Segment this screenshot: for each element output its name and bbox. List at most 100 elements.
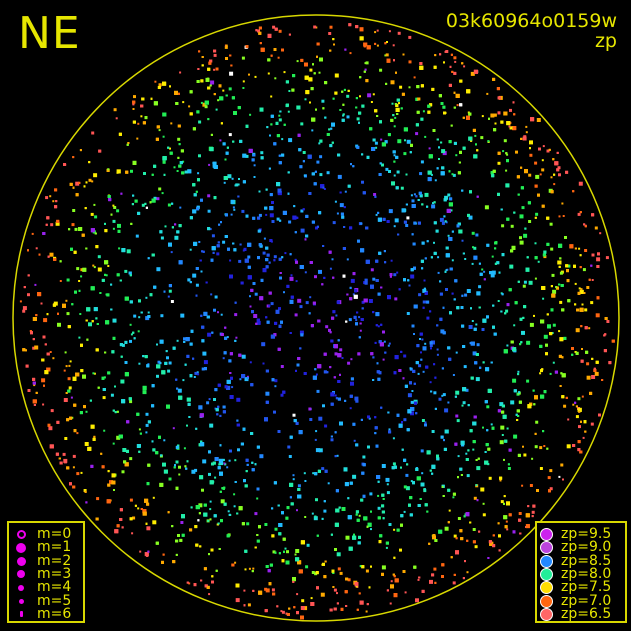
star-point xyxy=(394,218,399,223)
star-point xyxy=(209,518,212,521)
star-point xyxy=(52,200,55,203)
star-point xyxy=(553,173,556,176)
star-point xyxy=(285,103,289,107)
star-point xyxy=(176,387,179,390)
star-point xyxy=(330,438,334,442)
star-point xyxy=(129,400,133,404)
star-point xyxy=(209,508,212,511)
star-point xyxy=(469,429,473,433)
star-point xyxy=(411,204,416,208)
star-point xyxy=(381,510,385,514)
star-point xyxy=(415,123,419,127)
star-point xyxy=(410,400,414,404)
star-point xyxy=(322,186,325,189)
star-point xyxy=(73,250,77,254)
star-point xyxy=(572,190,575,193)
star-point xyxy=(216,457,219,460)
star-point xyxy=(286,613,290,616)
star-point xyxy=(89,399,92,402)
star-point xyxy=(175,445,179,449)
star-point xyxy=(174,223,177,226)
star-point xyxy=(209,423,214,428)
star-point xyxy=(117,229,121,233)
star-point xyxy=(91,131,95,135)
star-point xyxy=(375,213,378,216)
star-point xyxy=(87,446,92,451)
star-point xyxy=(168,361,172,365)
star-point xyxy=(177,92,180,95)
star-point xyxy=(282,537,286,541)
star-point xyxy=(192,209,197,214)
star-point xyxy=(168,289,172,293)
star-point xyxy=(245,124,249,128)
star-point xyxy=(412,242,416,246)
star-point xyxy=(404,384,408,388)
star-point xyxy=(279,219,282,222)
star-point xyxy=(421,338,424,341)
star-point xyxy=(522,316,525,319)
star-point xyxy=(386,491,390,495)
star-point xyxy=(41,358,45,362)
star-point xyxy=(459,467,463,471)
star-point xyxy=(161,192,164,195)
star-point xyxy=(217,99,220,102)
star-point xyxy=(208,593,211,596)
star-point xyxy=(119,279,122,282)
star-point xyxy=(278,29,282,33)
star-point xyxy=(383,250,386,253)
star-point xyxy=(278,161,282,165)
star-point xyxy=(265,213,268,216)
star-point xyxy=(355,25,359,29)
star-point xyxy=(506,528,509,531)
star-point xyxy=(490,361,493,364)
star-point xyxy=(396,271,399,274)
star-point xyxy=(144,552,149,557)
star-point xyxy=(334,548,337,551)
star-point xyxy=(497,192,500,196)
star-point xyxy=(534,256,538,260)
star-point xyxy=(338,506,341,509)
star-point xyxy=(356,518,360,522)
star-point xyxy=(323,352,327,356)
star-point xyxy=(311,220,315,224)
star-point xyxy=(401,448,404,451)
star-point xyxy=(528,220,532,223)
star-point xyxy=(42,403,45,406)
star-point xyxy=(558,354,562,358)
star-point xyxy=(166,404,170,409)
star-point xyxy=(395,155,399,159)
star-point xyxy=(200,579,203,582)
star-point xyxy=(296,611,299,615)
star-point xyxy=(235,336,238,339)
star-point xyxy=(246,377,249,380)
star-point xyxy=(585,350,589,354)
star-point xyxy=(462,252,465,255)
star-point xyxy=(222,240,226,244)
star-point xyxy=(231,177,234,180)
star-point xyxy=(389,602,392,605)
star-point xyxy=(438,397,442,401)
star-point xyxy=(126,449,129,453)
star-point xyxy=(71,416,74,419)
star-point xyxy=(269,563,273,567)
star-point xyxy=(359,36,364,41)
star-point xyxy=(138,362,141,365)
star-point xyxy=(358,111,362,115)
star-point xyxy=(237,183,240,186)
star-point xyxy=(423,279,426,282)
star-point xyxy=(111,350,115,354)
star-point xyxy=(355,319,358,322)
star-point xyxy=(79,313,82,315)
star-point xyxy=(322,107,325,110)
star-point xyxy=(272,550,276,554)
star-point xyxy=(341,215,345,219)
star-point xyxy=(410,480,413,483)
star-point xyxy=(388,342,391,345)
star-point xyxy=(162,112,167,117)
star-point xyxy=(349,286,352,289)
star-point xyxy=(453,71,457,75)
star-point xyxy=(565,264,569,268)
star-point xyxy=(472,528,476,531)
star-point xyxy=(49,195,52,198)
star-point xyxy=(359,27,364,32)
